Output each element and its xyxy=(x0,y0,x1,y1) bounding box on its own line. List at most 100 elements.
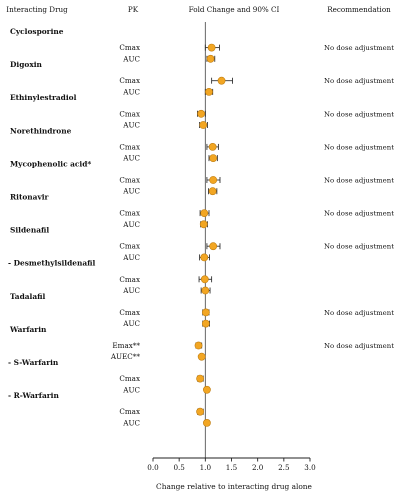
pk-label: AUC xyxy=(122,253,140,262)
drug-label: - S-Warfarin xyxy=(8,358,59,367)
pk-row: Cmax xyxy=(119,142,219,151)
recommendation-text: No dose adjustment xyxy=(324,342,394,350)
drug-label: Tadalafil xyxy=(10,292,46,301)
point-estimate xyxy=(197,109,206,118)
point-estimate xyxy=(197,352,206,361)
pk-label: Cmax xyxy=(119,76,140,85)
drug-group: Sildenafil Cmax AUC No dose adjustment xyxy=(10,226,394,262)
ci-column-header: Fold Change and 90% CI xyxy=(189,5,280,14)
pk-label: AUC xyxy=(122,121,140,130)
pk-row: AUC xyxy=(122,121,208,130)
point-estimate xyxy=(208,187,217,196)
x-tick-label: 0.5 xyxy=(173,463,185,472)
recommendation-text: No dose adjustment xyxy=(324,143,394,151)
recommendation-text: No dose adjustment xyxy=(324,110,394,118)
point-estimate xyxy=(217,76,226,85)
pk-row: Cmax xyxy=(119,308,210,317)
recommendation-text: No dose adjustment xyxy=(324,210,394,218)
pk-row: Emax** xyxy=(112,341,203,350)
pk-row: AUC xyxy=(122,154,218,163)
pk-label: AUEC** xyxy=(110,352,141,361)
point-estimate xyxy=(208,142,217,151)
x-tick-label: 1.0 xyxy=(200,463,212,472)
pk-row: AUEC** xyxy=(110,352,206,361)
pk-label: Cmax xyxy=(119,242,140,251)
point-estimate xyxy=(205,88,213,96)
point-estimate xyxy=(200,275,209,284)
drug-label: Ethinylestradiol xyxy=(10,93,77,102)
pk-label: Cmax xyxy=(119,142,140,151)
recommendation-text: No dose adjustment xyxy=(324,177,394,185)
pk-label: Cmax xyxy=(119,209,140,218)
pk-row: Cmax xyxy=(119,209,210,218)
recommendation-text: No dose adjustment xyxy=(324,77,394,85)
pk-label: Cmax xyxy=(119,176,140,185)
pk-label: Emax** xyxy=(112,341,140,350)
drug-column-header: Interacting Drug xyxy=(6,5,68,14)
pk-label: AUC xyxy=(122,220,140,229)
point-estimate xyxy=(209,154,218,162)
drug-label: Ritonavir xyxy=(10,193,49,202)
pk-row: AUC xyxy=(122,220,208,229)
drug-label: - R-Warfarin xyxy=(8,391,59,400)
point-estimate xyxy=(200,253,209,262)
pk-row: AUC xyxy=(122,87,214,96)
point-estimate xyxy=(209,242,218,251)
point-estimate xyxy=(209,176,218,184)
recommendation-text: No dose adjustment xyxy=(324,243,394,251)
drug-group: Ethinylestradiol Cmax AUC No dose adjustmen… xyxy=(10,93,394,129)
pk-row: Cmax xyxy=(119,176,221,185)
pk-row: Cmax xyxy=(119,109,206,118)
point-estimate xyxy=(196,374,204,383)
drug-label: Mycophenolic acid* xyxy=(10,159,91,168)
pk-label: Cmax xyxy=(119,109,140,118)
pk-label: Cmax xyxy=(119,275,140,284)
x-tick-label: 0.0 xyxy=(147,463,159,472)
pk-label: Cmax xyxy=(119,407,140,416)
point-estimate xyxy=(201,286,210,295)
pk-row: AUC xyxy=(122,286,211,295)
point-estimate xyxy=(199,121,208,129)
pk-row: AUC xyxy=(122,187,218,196)
x-tick-label: 2.5 xyxy=(278,463,290,472)
pk-label: AUC xyxy=(122,154,140,163)
drug-group: Norethindrone Cmax AUC No dose adjustment xyxy=(10,126,394,162)
pk-row: Cmax xyxy=(119,43,220,52)
drug-group: Mycophenolic acid* Cmax AUC No dose adjustm… xyxy=(10,159,394,195)
point-estimate xyxy=(203,385,211,394)
pk-column-header: PK xyxy=(128,5,139,14)
recommendation-text: No dose adjustment xyxy=(324,44,394,52)
pk-label: AUC xyxy=(122,385,140,394)
drug-group: - Desmethylsildenafil Cmax AUC xyxy=(8,259,213,295)
pk-row: Cmax xyxy=(119,275,213,284)
x-axis: 0.0 0.5 1.0 1.5 2.0 2.5 3.0 xyxy=(147,457,316,472)
drug-label: Digoxin xyxy=(10,60,43,69)
drug-group: Tadalafil Cmax AUC No dose adjustment xyxy=(10,292,394,328)
recommendation-text: No dose adjustment xyxy=(324,309,394,317)
x-axis-title: Change relative to interacting drug alon… xyxy=(156,482,312,491)
pk-row: Cmax xyxy=(119,76,233,85)
pk-label: AUC xyxy=(122,87,140,96)
pk-row: AUC xyxy=(122,253,210,262)
drug-label: Warfarin xyxy=(9,325,47,334)
x-tick-label: 1.5 xyxy=(226,463,238,472)
pk-label: AUC xyxy=(122,418,140,427)
point-estimate xyxy=(201,308,210,317)
recommendation-column-header: Recommendation xyxy=(327,5,391,14)
pk-row: AUC xyxy=(122,385,211,394)
drug-label: Norethindrone xyxy=(10,126,72,135)
drug-group: Cyclosporine Cmax AUC No dose adjustment xyxy=(10,27,394,63)
pk-label: AUC xyxy=(122,286,140,295)
drug-group: Ritonavir Cmax AUC No dose adjustment xyxy=(10,193,394,229)
point-estimate xyxy=(207,43,216,52)
pk-label: AUC xyxy=(122,54,140,63)
drug-group: - R-Warfarin Cmax AUC xyxy=(8,391,211,427)
pk-row: Cmax xyxy=(119,242,221,251)
pk-row: AUC xyxy=(122,319,210,328)
point-estimate xyxy=(196,407,204,416)
pk-label: Cmax xyxy=(119,43,140,52)
drug-label: - Desmethylsildenafil xyxy=(8,259,96,268)
drug-group: Digoxin Cmax AUC No dose adjustment xyxy=(10,60,394,96)
point-estimate xyxy=(199,220,208,229)
